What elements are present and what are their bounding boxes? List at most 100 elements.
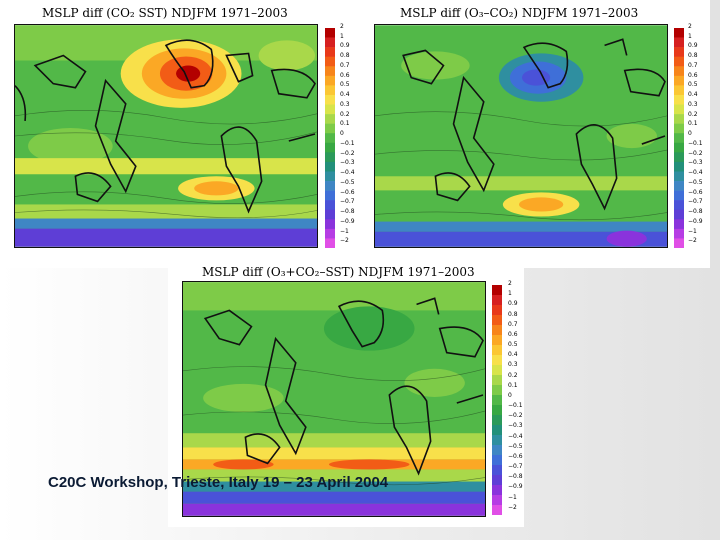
colorbar-tick-label: −0.3 bbox=[340, 159, 355, 167]
colorbar-tick-label: −0.8 bbox=[340, 208, 355, 216]
colorbar-tick-label: 0 bbox=[508, 391, 512, 399]
colorbar-tick-label: −1 bbox=[688, 227, 697, 235]
colorbar-tick-label: −0.2 bbox=[340, 149, 355, 157]
colorbar-labels: 2 1 0.9 0.8 0.7 0.6 0.5 0.4 0.3 0.2 0.1 0 −0.1 −0.2 −0… bbox=[508, 281, 524, 515]
colorbar-tick-label: −0.4 bbox=[340, 169, 355, 177]
colorbar-tick-label: −0.3 bbox=[688, 159, 703, 167]
colorbar-tick-label: −0.6 bbox=[508, 452, 523, 460]
colorbar-swatch bbox=[492, 395, 502, 406]
colorbar-swatch bbox=[492, 295, 502, 306]
colorbar-swatch bbox=[492, 325, 502, 336]
colorbar-swatch bbox=[492, 475, 502, 486]
colorbar-swatch bbox=[674, 114, 684, 124]
panel-title: MSLP diff (CO₂ SST) NDJFM 1971–2003 bbox=[42, 6, 288, 20]
colorbar-swatch bbox=[674, 161, 684, 172]
colorbar-tick-label: 0.6 bbox=[688, 71, 698, 79]
map-panel-o3-co2: MSLP diff (O₃–CO₂) NDJFM 1971–2003 bbox=[362, 0, 710, 268]
colorbar-swatch bbox=[492, 335, 502, 346]
colorbar-tick-label: −0.1 bbox=[508, 402, 523, 410]
colorbar bbox=[674, 28, 684, 248]
colorbar-tick-label: −2 bbox=[688, 237, 697, 245]
colorbar-tick-label: 0.2 bbox=[340, 110, 350, 118]
colorbar-tick-label: 0.8 bbox=[688, 52, 698, 60]
colorbar-tick-label: 2 bbox=[508, 280, 512, 287]
colorbar-tick-label: 0.1 bbox=[340, 120, 350, 128]
colorbar-tick-label: −0.2 bbox=[508, 412, 523, 420]
colorbar-tick-label: 0.9 bbox=[340, 42, 350, 50]
colorbar-tick-label: 0.7 bbox=[340, 61, 350, 69]
map-panel-co2-sst: MSLP diff (CO₂ SST) NDJFM 1971–2003 bbox=[0, 0, 362, 268]
mslp-map bbox=[182, 281, 486, 517]
colorbar-swatch bbox=[674, 181, 684, 191]
colorbar-swatch bbox=[492, 405, 502, 416]
colorbar-swatch bbox=[492, 345, 502, 356]
colorbar-swatch bbox=[674, 219, 684, 230]
colorbar-tick-label: −2 bbox=[508, 503, 517, 511]
colorbar-tick-label: 0.9 bbox=[508, 300, 518, 308]
colorbar-swatch bbox=[492, 425, 502, 436]
colorbar-swatch bbox=[325, 190, 335, 201]
colorbar-swatch bbox=[325, 200, 335, 211]
colorbar-swatch bbox=[325, 123, 335, 134]
colorbar-tick-label: 2 bbox=[688, 23, 692, 30]
colorbar-tick-label: 1 bbox=[340, 32, 344, 40]
colorbar-swatch bbox=[325, 152, 335, 163]
colorbar-swatch bbox=[492, 455, 502, 466]
colorbar-tick-label: 0.1 bbox=[688, 120, 698, 128]
colorbar-swatch bbox=[325, 133, 335, 144]
colorbar-labels: 2 1 0.9 0.8 0.7 0.6 0.5 0.4 0.3 0.2 0.1 0 −0.1 −0.2 −0… bbox=[340, 24, 362, 248]
colorbar-tick-label: 0.1 bbox=[508, 381, 518, 389]
colorbar-swatch bbox=[325, 161, 335, 172]
colorbar-swatch bbox=[674, 85, 684, 96]
colorbar-swatch bbox=[492, 445, 502, 456]
colorbar-swatch bbox=[325, 171, 335, 182]
colorbar-swatch bbox=[674, 142, 684, 153]
mslp-map bbox=[374, 24, 668, 248]
panel-title: MSLP diff (O₃+CO₂–SST) NDJFM 1971–2003 bbox=[202, 265, 475, 279]
workshop-footer: C20C Workshop, Trieste, Italy 19 – 23 Ap… bbox=[48, 474, 389, 491]
colorbar-tick-label: 0.8 bbox=[340, 52, 350, 60]
colorbar-swatch bbox=[492, 435, 502, 446]
colorbar-tick-label: −0.4 bbox=[688, 169, 703, 177]
colorbar-tick-label: 0.9 bbox=[688, 42, 698, 50]
colorbar-swatch bbox=[674, 152, 684, 163]
colorbar-swatch bbox=[674, 123, 684, 134]
colorbar-tick-label: −0.4 bbox=[508, 432, 523, 440]
colorbar-swatch bbox=[492, 365, 502, 376]
map-panel-o3-co2-sst: MSLP diff (O₃+CO₂–SST) NDJFM 1971–2003 bbox=[168, 263, 524, 527]
colorbar-swatch bbox=[674, 28, 684, 38]
colorbar-tick-label: −0.6 bbox=[688, 188, 703, 196]
colorbar-swatch bbox=[492, 495, 502, 506]
colorbar-swatch bbox=[325, 94, 335, 105]
colorbar-swatch bbox=[674, 75, 684, 86]
colorbar-tick-label: 0.5 bbox=[508, 341, 518, 349]
colorbar-tick-label: −0.5 bbox=[340, 178, 355, 186]
colorbar-swatch bbox=[492, 305, 502, 316]
colorbar-swatch bbox=[325, 85, 335, 96]
colorbar-tick-label: 0.4 bbox=[508, 351, 518, 359]
colorbar-swatch bbox=[325, 75, 335, 86]
colorbar-swatch bbox=[674, 37, 684, 48]
colorbar-swatch bbox=[325, 37, 335, 48]
colorbar-tick-label: −0.9 bbox=[688, 217, 703, 225]
colorbar-tick-label: −0.8 bbox=[688, 208, 703, 216]
colorbar-tick-label: 0.4 bbox=[340, 91, 350, 99]
colorbar bbox=[325, 28, 335, 248]
colorbar-tick-label: 0.7 bbox=[508, 320, 518, 328]
colorbar-tick-label: 0.5 bbox=[688, 81, 698, 89]
colorbar-swatch bbox=[492, 375, 502, 386]
colorbar-tick-label: 0 bbox=[688, 130, 692, 138]
colorbar-swatch bbox=[674, 47, 684, 57]
colorbar-tick-label: 0.2 bbox=[688, 110, 698, 118]
colorbar-swatch bbox=[325, 181, 335, 191]
colorbar-swatch bbox=[492, 485, 502, 496]
colorbar-tick-label: −0.5 bbox=[508, 442, 523, 450]
colorbar-swatch bbox=[325, 56, 335, 67]
colorbar-swatch bbox=[492, 465, 502, 476]
colorbar-tick-label: 0.6 bbox=[340, 71, 350, 79]
colorbar-swatch bbox=[325, 28, 335, 38]
colorbar-swatch bbox=[674, 66, 684, 77]
colorbar-swatch bbox=[674, 238, 684, 248]
colorbar-swatch bbox=[674, 104, 684, 115]
colorbar-swatch bbox=[325, 219, 335, 230]
